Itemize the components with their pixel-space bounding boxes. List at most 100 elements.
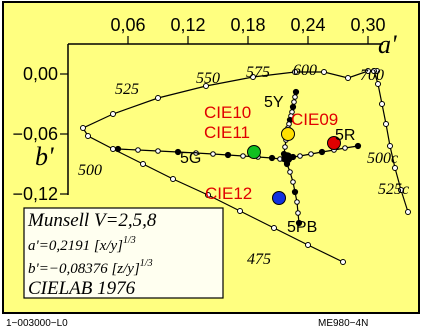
y-tick-label: 0,00 — [23, 64, 58, 84]
x-tick-label: 0,24 — [290, 15, 325, 35]
locus-point — [292, 69, 298, 75]
locus-point — [85, 133, 91, 139]
series-point-5g — [268, 154, 276, 162]
locus-point — [345, 75, 351, 81]
cie-labels: CIE10 CIE09 CIE11 CIE12 — [204, 103, 338, 203]
footer-left: 1−003000−L0 — [6, 318, 68, 329]
series-point-5g — [193, 150, 199, 156]
series-point-5g — [135, 147, 141, 153]
purple-line-point — [392, 165, 398, 171]
wavelength-label-500: 500 — [78, 162, 102, 179]
info-line-cielab: CIELAB 1976 — [28, 278, 136, 299]
series-point-5g — [114, 145, 122, 153]
series-point-5pb — [295, 219, 303, 227]
series-point-5pb — [290, 179, 296, 185]
x-tick-label: 0,12 — [170, 15, 205, 35]
series-point-5g — [155, 148, 161, 154]
hue-label-5g: 5G — [180, 150, 201, 167]
series-point-5r — [308, 151, 314, 157]
x-axis-name: a' — [378, 30, 397, 59]
x-tick-label: 0,06 — [110, 15, 145, 35]
cie-marker-cie09 — [327, 136, 341, 150]
wavelength-labels: 525 550 575 600 700 500 500c 525c 475 — [78, 62, 409, 268]
cie-markers — [247, 127, 341, 205]
series-point-5y — [292, 94, 298, 100]
locus-point — [365, 68, 371, 74]
purple-line-point — [371, 68, 377, 74]
wavelength-label-525: 525 — [115, 81, 139, 98]
y-tick-label: −0,06 — [12, 124, 58, 144]
locus-point — [110, 146, 116, 152]
info-line-a: a'=0,2191 [x/y]1/3 — [28, 235, 136, 254]
series-point-5pb — [291, 188, 299, 196]
info-box: Munsell V=2,5,8 a'=0,2191 [x/y]1/3 b'=−0… — [23, 207, 224, 299]
locus-point — [305, 242, 311, 248]
locus-point — [205, 192, 211, 198]
cie11-label: CIE11 — [204, 123, 250, 142]
wavelength-label-550: 550 — [196, 70, 220, 87]
info-a-exp: 1/3 — [123, 235, 136, 246]
locus-point — [80, 125, 86, 131]
footer-right: ME980−4N — [318, 318, 368, 329]
purple-line-point — [379, 101, 385, 107]
y-tick-label: −0,12 — [12, 184, 58, 204]
wavelength-label-700: 700 — [360, 67, 384, 84]
locus-point — [340, 259, 346, 265]
series-point-5g — [224, 151, 232, 159]
purple-line — [373, 70, 409, 213]
locus-point — [321, 69, 327, 75]
wavelength-label-500c: 500c — [367, 150, 398, 167]
series-point-5y — [291, 99, 297, 105]
x-tick-label: 0,18 — [230, 15, 265, 35]
purple-line-point — [387, 143, 393, 149]
wavelength-label-600: 600 — [293, 62, 317, 79]
locus-point — [203, 83, 209, 89]
series-point-5pb — [295, 210, 301, 216]
hue-labels: 5Y 5R 5G 5PB — [180, 94, 355, 236]
locus-point — [237, 208, 243, 214]
locus-point — [155, 95, 161, 101]
y-axis-name: b' — [35, 142, 54, 171]
wavelength-label-475: 475 — [247, 251, 271, 268]
purple-line-point — [405, 209, 411, 215]
cie-marker-cie10 — [281, 127, 295, 141]
cie12-label: CIE12 — [205, 184, 252, 203]
series-point-5pb — [287, 169, 293, 175]
locus-point — [110, 111, 116, 117]
series-point-5r — [354, 142, 362, 150]
purple-line-point — [375, 81, 381, 87]
info-b-exp: 1/3 — [140, 258, 153, 269]
neutral-point — [281, 152, 293, 164]
hue-label-5pb: 5PB — [287, 219, 317, 236]
series-point-5y — [289, 103, 297, 111]
purple-line-point — [383, 121, 389, 127]
series-point-5y — [292, 88, 300, 96]
cie09-label: CIE09 — [291, 110, 338, 129]
x-tick-label: 0,30 — [350, 15, 385, 35]
info-line-munsell: Munsell V=2,5,8 — [27, 210, 157, 231]
series-point-5pb — [294, 199, 300, 205]
series-point-5g — [210, 151, 216, 157]
info-box-frame — [23, 207, 224, 299]
cie-marker-cie11 — [247, 145, 261, 159]
spectral-locus — [80, 68, 411, 265]
locus-point — [250, 74, 256, 80]
series-point-5r — [318, 148, 326, 156]
cie-marker-cie12 — [272, 191, 286, 205]
series-point-5r — [297, 153, 303, 159]
hue-label-5r: 5R — [335, 127, 355, 144]
cie10-label: CIE10 — [204, 103, 251, 122]
info-a-main: a'=0,2191 [x/y] — [28, 238, 123, 254]
axes: 0,06 0,12 0,18 0,24 0,30 0,00 −0,06 −0,12 a' b… — [12, 15, 397, 204]
info-line-b: b'=−0,08376 [z/y]1/3 — [28, 258, 153, 277]
wavelength-label-525c: 525c — [378, 181, 409, 198]
series-point-5g — [240, 153, 246, 159]
series-point-5y — [282, 144, 288, 150]
locus-point — [170, 176, 176, 182]
series-point-5r — [342, 145, 348, 151]
locus-point — [140, 161, 146, 167]
locus-point — [271, 225, 277, 231]
purple-line-point — [398, 187, 404, 193]
spectral-locus-line — [82, 70, 377, 263]
